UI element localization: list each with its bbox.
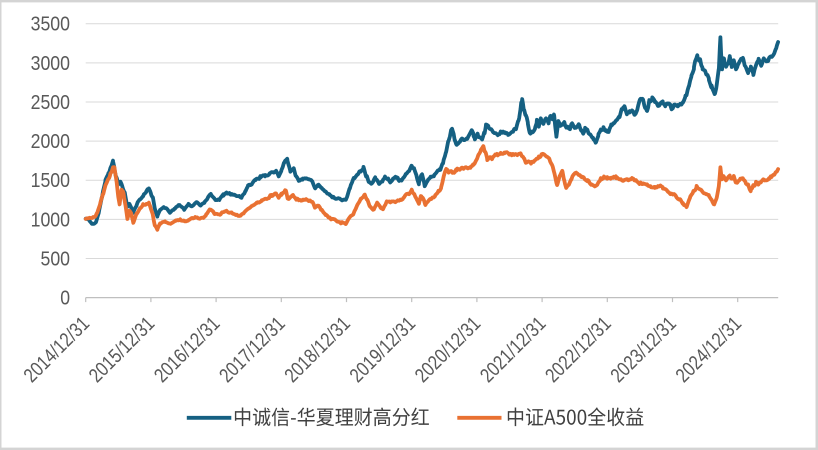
svg-text:1500: 1500 — [31, 170, 70, 192]
svg-text:1000: 1000 — [31, 209, 70, 231]
svg-text:2500: 2500 — [31, 92, 70, 114]
svg-text:3500: 3500 — [31, 14, 70, 36]
svg-text:2000: 2000 — [31, 131, 70, 153]
svg-text:0: 0 — [60, 288, 70, 310]
svg-text:3000: 3000 — [31, 53, 70, 75]
svg-text:500: 500 — [41, 248, 71, 270]
